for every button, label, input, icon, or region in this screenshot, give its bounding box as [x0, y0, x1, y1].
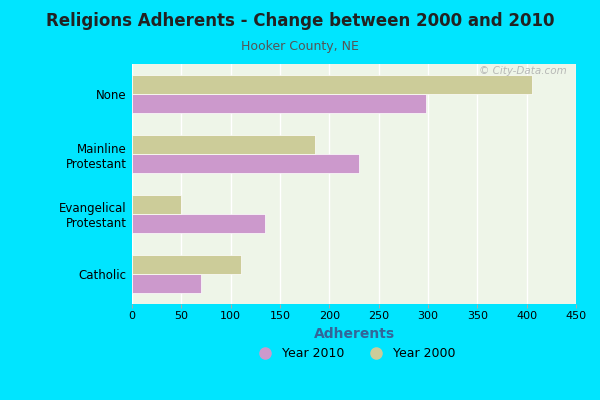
Bar [132, 135, 314, 154]
Bar [132, 94, 426, 113]
Text: Hooker County, NE: Hooker County, NE [241, 40, 359, 53]
Text: © City-Data.com: © City-Data.com [479, 66, 567, 76]
X-axis label: Adherents: Adherents [313, 326, 395, 340]
Text: Religions Adherents - Change between 2000 and 2010: Religions Adherents - Change between 200… [46, 12, 554, 30]
Bar [132, 214, 265, 233]
Bar [132, 154, 359, 173]
Bar [132, 75, 532, 94]
Bar [132, 255, 241, 274]
Legend: Year 2010, Year 2000: Year 2010, Year 2000 [247, 342, 461, 365]
Bar [132, 274, 201, 293]
Bar [132, 195, 181, 214]
